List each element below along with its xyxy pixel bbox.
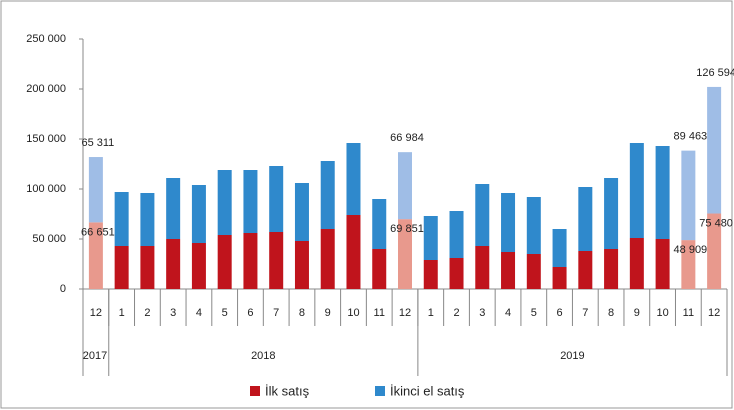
bar-segment: [707, 86, 722, 214]
bar-segment: [526, 197, 541, 254]
bar-segment: [217, 235, 232, 289]
bar-segment: [501, 193, 516, 252]
bar-segment: [88, 222, 103, 289]
y-tick-label: 50 000: [32, 233, 66, 245]
bar-segment: [398, 152, 412, 220]
x-tick-label: 12: [708, 307, 720, 319]
bar-segment: [346, 215, 361, 289]
group-label: 2019: [560, 350, 584, 362]
y-tick-label: 100 000: [26, 183, 66, 195]
bar-segment: [655, 239, 670, 289]
x-tick-label: 6: [556, 307, 562, 319]
x-tick-label: 6: [247, 307, 253, 319]
x-tick-label: 12: [399, 307, 411, 319]
bar-segment: [423, 260, 438, 289]
x-tick-label: 5: [531, 307, 537, 319]
data-label: 66 651: [81, 226, 115, 238]
data-label: 69 851: [390, 223, 424, 235]
x-tick-label: 9: [325, 307, 331, 319]
data-label: 75 480: [699, 217, 733, 229]
x-tick-label: 4: [196, 307, 202, 319]
bar-segment: [320, 229, 335, 289]
group-label: 2017: [83, 350, 107, 362]
x-tick-label: 8: [608, 307, 614, 319]
bar-segment: [166, 239, 181, 289]
bar-segment: [681, 240, 696, 289]
bar-segment: [629, 143, 644, 238]
bar-segment: [449, 258, 464, 289]
x-tick-label: 10: [347, 307, 359, 319]
x-tick-label: 10: [656, 307, 668, 319]
bar-segment: [475, 184, 490, 246]
bar-segment: [423, 216, 438, 260]
bar-segment: [140, 193, 155, 246]
bar-segment: [501, 252, 516, 289]
y-tick-label: 200 000: [26, 83, 66, 95]
bar-segment: [320, 161, 335, 229]
legend-swatch: [250, 386, 260, 396]
bar-segment: [604, 249, 619, 289]
x-tick-label: 2: [453, 307, 459, 319]
bar-segment: [191, 243, 206, 289]
bar-segment: [449, 211, 464, 258]
legend-label: İlk satış: [265, 383, 310, 398]
x-tick-label: 9: [634, 307, 640, 319]
x-tick-label: 11: [374, 307, 385, 319]
bar-segment: [655, 146, 670, 239]
bar-segment: [707, 213, 722, 289]
x-tick-label: 12: [90, 307, 102, 319]
group-label: 2018: [251, 350, 275, 362]
x-tick-label: 1: [428, 307, 434, 319]
bar-segment: [294, 183, 309, 241]
data-label: 48 909: [674, 244, 708, 256]
bar-segment: [294, 241, 309, 289]
bar-segment: [217, 170, 232, 235]
x-tick-label: 8: [299, 307, 305, 319]
bar-segment: [681, 150, 696, 241]
legend-swatch: [375, 386, 385, 396]
data-label: 89 463: [674, 131, 708, 143]
x-tick-label: 3: [170, 307, 176, 319]
bar-segment: [578, 187, 593, 251]
bar-segment: [526, 254, 541, 289]
bar-segment: [398, 219, 412, 289]
x-tick-label: 5: [222, 307, 228, 319]
bar-segment: [552, 229, 567, 267]
bar-segment: [552, 267, 567, 289]
bar-segment: [629, 238, 644, 289]
x-tick-label: 4: [505, 307, 511, 319]
data-label: 66 984: [390, 132, 424, 144]
x-tick-label: 7: [582, 307, 588, 319]
bar-segment: [269, 166, 284, 232]
bar-segment: [191, 185, 206, 243]
bar-segment: [475, 246, 490, 289]
bar-segment: [243, 170, 258, 233]
bar-segment: [166, 178, 181, 239]
x-tick-label: 1: [119, 307, 125, 319]
x-tick-label: 2: [144, 307, 150, 319]
bar-segment: [346, 143, 361, 215]
x-tick-label: 11: [683, 307, 694, 319]
data-label: 65 311: [81, 137, 114, 149]
bar-segment: [140, 246, 155, 289]
x-tick-label: 3: [479, 307, 485, 319]
bar-segment: [88, 157, 103, 223]
bar-segment: [604, 178, 619, 249]
bar-segment: [114, 246, 129, 289]
y-tick-label: 0: [60, 283, 66, 295]
y-tick-label: 150 000: [26, 133, 66, 145]
bar-segment: [578, 251, 593, 289]
data-label: 126 594: [696, 67, 734, 79]
bar-segment: [114, 192, 129, 246]
y-tick-label: 250 000: [26, 33, 66, 45]
bar-segment: [372, 249, 387, 289]
x-tick-label: 7: [273, 307, 279, 319]
bar-segment: [243, 233, 258, 289]
bar-segment: [269, 232, 284, 289]
bar-segment: [372, 199, 387, 249]
legend-label: İkinci el satış: [390, 383, 465, 398]
